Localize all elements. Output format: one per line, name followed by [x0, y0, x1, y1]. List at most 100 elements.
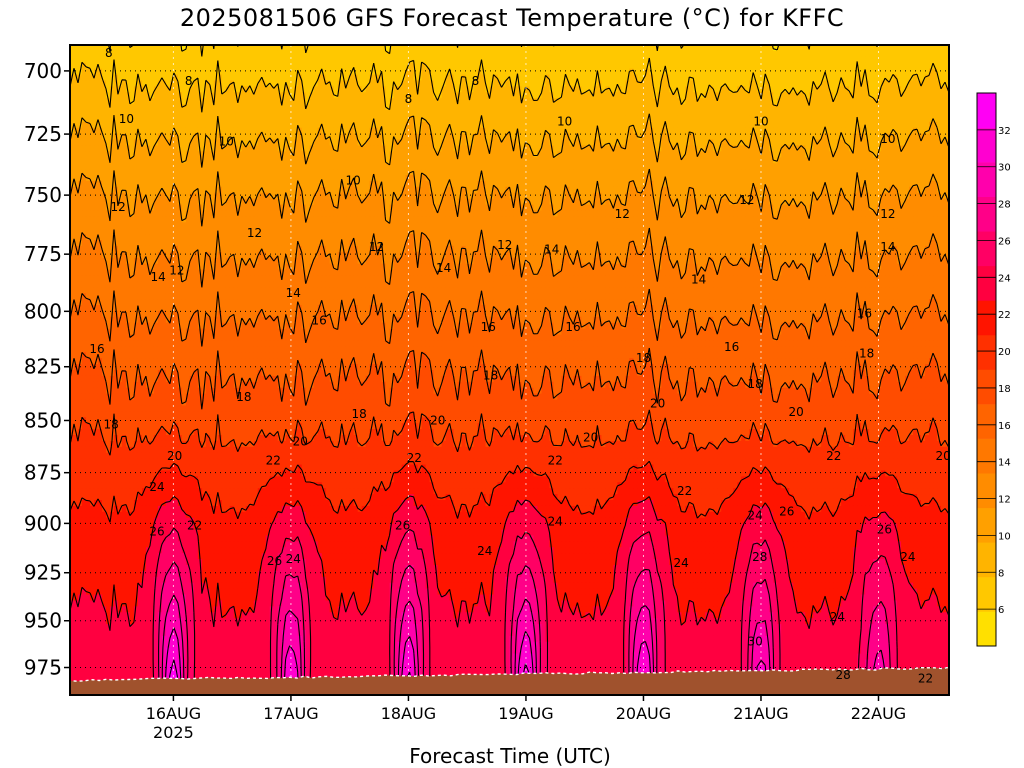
contour-label: 16 [311, 313, 326, 327]
colorbar-swatch [977, 438, 996, 474]
contour-label: 22 [266, 453, 281, 467]
contour-label: 22 [826, 449, 841, 463]
y-tick-label: 950 [24, 609, 62, 633]
contour-label: 26 [779, 504, 794, 518]
contour-label: 8 [105, 46, 113, 60]
y-tick-label: 875 [24, 461, 62, 485]
chart-title: 2025081506 GFS Forecast Temperature (°C)… [0, 4, 1024, 32]
contour-label: 24 [673, 556, 688, 570]
x-tick-label: 21AUG [733, 704, 788, 723]
contour-label: 16 [724, 340, 739, 354]
colorbar-tick-label: 24 [998, 273, 1011, 284]
colorbar-swatch [977, 300, 996, 336]
contour-label: 20 [167, 449, 182, 463]
y-tick-label: 725 [24, 122, 62, 146]
colorbar-frame [976, 92, 997, 647]
y-tick-label: 975 [24, 656, 62, 680]
contour-label: 24 [477, 544, 492, 558]
y-tick-label: 850 [24, 408, 62, 432]
grid-lines [70, 45, 949, 695]
x-axis-label: Forecast Time (UTC) [330, 744, 690, 768]
colorbar-swatch [977, 93, 996, 128]
contour-label: 10 [753, 115, 768, 129]
contour-label: 18 [747, 377, 762, 391]
colorbar-tick-label: 20 [998, 347, 1011, 358]
contour-label: 24 [149, 480, 164, 494]
colorbar-swatch [977, 473, 996, 509]
y-tick-label: 800 [24, 299, 62, 323]
colorbar-tick-label: 16 [998, 421, 1011, 432]
y-tick-label: 825 [24, 355, 62, 379]
contour-label: 14 [286, 286, 301, 300]
contour-label: 20 [935, 449, 950, 463]
x-tick-sublabel: 2025 [153, 723, 194, 742]
contour-label: 14 [436, 261, 451, 275]
colorbar-tick-label: 10 [998, 531, 1011, 542]
x-tick-label: 17AUG [263, 704, 318, 723]
contour-label: 20 [293, 435, 308, 449]
colorbar-swatch [977, 265, 996, 301]
contour-label: 16 [565, 320, 580, 334]
contour-label: 22 [677, 484, 692, 498]
contour-label: 14 [691, 273, 706, 287]
contour-label: 20 [430, 414, 445, 428]
contour-label: 22 [548, 453, 563, 467]
colorbar: 6 8 10 12 14 16 18 20 22 24 26 28 30 32 [976, 92, 1011, 647]
contour-label: 16 [89, 342, 104, 356]
colorbar-tick-label: 28 [998, 200, 1011, 211]
contour-label: 8 [472, 74, 480, 88]
colorbar-tick-label: 8 [998, 568, 1004, 579]
contour-label: 12 [497, 238, 512, 252]
colorbar-tick-label: 12 [998, 495, 1011, 506]
terrain-surface [70, 666, 949, 695]
contour-label: 18 [636, 351, 651, 365]
contour-label: 24 [830, 610, 845, 624]
contour-label: 24 [286, 552, 301, 566]
contour-label: 12 [369, 240, 384, 254]
contour-label: 16 [481, 320, 496, 334]
contour-label: 18 [103, 418, 118, 432]
contour-label: 12 [880, 207, 895, 221]
colorbar-swatch [977, 576, 996, 612]
contour-label: 28 [836, 668, 851, 682]
x-tick-label: 18AUG [381, 704, 436, 723]
contour-label: 14 [880, 240, 895, 254]
colorbar-swatch [977, 404, 996, 439]
colorbar-tick-label: 32 [998, 126, 1011, 137]
y-tick-label: 925 [24, 561, 62, 585]
contour-label: 30 [747, 635, 762, 649]
contour-label: 18 [236, 390, 251, 404]
y-tick-label: 750 [24, 183, 62, 207]
contour-label: 24 [747, 508, 762, 522]
x-tick-label: 20AUG [616, 704, 671, 723]
colorbar-tick-label: 26 [998, 236, 1011, 247]
colorbar-tick-label: 6 [998, 605, 1004, 616]
contour-label: 12 [111, 200, 126, 214]
contour-label: 10 [119, 112, 134, 126]
y-axis: 700 725 750 775 800 825 850 875 900 925 950 975 [24, 59, 70, 680]
contour-label: 8 [185, 74, 193, 88]
contour-label: 14 [150, 270, 165, 284]
y-tick-label: 700 [24, 59, 62, 83]
plot-frame [69, 44, 950, 696]
surface-fill [70, 666, 949, 695]
contour-label: 20 [789, 405, 804, 419]
colorbar-swatch [977, 334, 996, 370]
colorbar-swatch [977, 542, 996, 578]
contour-label: 24 [548, 514, 563, 528]
colorbar-swatch [977, 162, 996, 197]
contour-label: 10 [219, 135, 234, 149]
contour-label: 24 [900, 550, 915, 564]
contour-label: 10 [880, 132, 895, 146]
x-tick-label: 16AUG [146, 704, 201, 723]
contour-label: 16 [857, 307, 872, 321]
contour-label: 12 [247, 226, 262, 240]
contour-label: 12 [739, 193, 754, 207]
colorbar-swatch [977, 611, 996, 647]
contour-label: 10 [346, 174, 361, 188]
contour-labels: 8 8 8 8 10 10 10 10 10 10 12 12 12 12 12 12 12 12 14 14 14 14… [89, 46, 950, 686]
colorbar-swatch [977, 196, 996, 232]
y-tick-label: 775 [24, 242, 62, 266]
colorbar-tick-label: 22 [998, 310, 1011, 321]
